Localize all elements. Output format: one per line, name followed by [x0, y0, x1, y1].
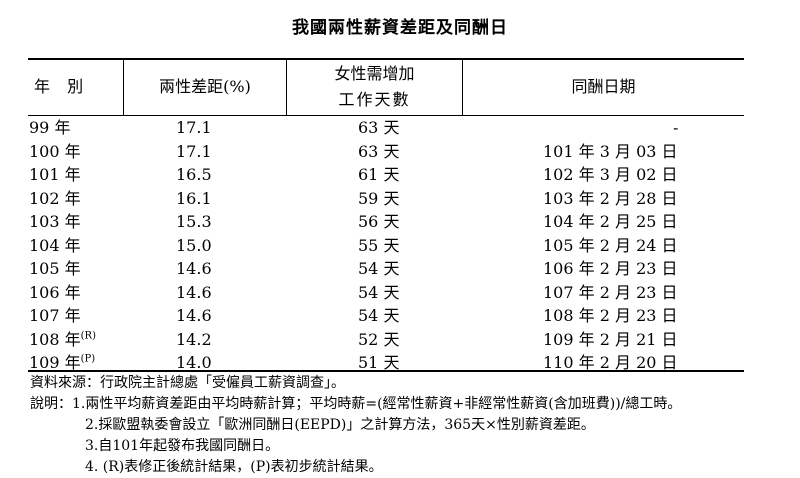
row-year-flag: (R): [80, 330, 96, 342]
row-date: -: [673, 118, 679, 137]
row-date: 105 年 2 月 24 日: [543, 235, 678, 255]
note-1: 說明：1.兩性平均薪資差距由平均時薪計算；平均時薪=(經常性薪資+非經常性薪資(…: [30, 396, 682, 412]
row-year-cell: 108 年(R): [29, 328, 96, 352]
table-row: 106 年 14.6 54 天 107 年 2 月 23 日: [28, 281, 744, 305]
row-year: 108 年: [29, 329, 81, 349]
table-row: 109 年(P) 14.0 51 天 110 年 2 月 20 日: [28, 351, 744, 375]
row-days: 63 天: [358, 118, 400, 137]
row-date: 110 年 2 月 20 日: [543, 353, 678, 372]
row-date: 104 年 2 月 25 日: [543, 212, 678, 231]
source-note: 資料來源：行政院主計總處「受僱員工薪資調查」。: [30, 375, 345, 391]
row-year-cell: 109 年(P): [29, 351, 95, 375]
header-days-line2: 工作天數: [338, 89, 411, 109]
row-days: 63 天: [358, 141, 400, 161]
table-row: 103 年 15.3 56 天 104 年 2 月 25 日: [28, 210, 744, 234]
row-year: 101 年: [29, 165, 81, 184]
row-year: 105 年: [29, 259, 81, 278]
row-days: 59 天: [358, 188, 400, 208]
table-row: 107 年 14.6 54 天 108 年 2 月 23 日: [28, 304, 744, 328]
row-gap: 16.5: [176, 165, 212, 184]
row-gap: 14.6: [176, 259, 212, 278]
row-days: 54 天: [358, 259, 400, 278]
table-row: 99 年 17.1 63 天 -: [28, 116, 744, 140]
row-year-flag: (P): [80, 353, 96, 365]
table-row: 100 年 17.1 63 天 101 年 3 月 03 日: [28, 140, 744, 164]
note-3: 3.自101年起發布我國同酬日。: [85, 438, 280, 454]
header-days: 女性需增加 工作天數: [287, 58, 462, 115]
row-days: 52 天: [358, 329, 400, 349]
footnotes: 資料來源：行政院主計總處「受僱員工薪資調查」。 說明：1.兩性平均薪資差距由平均…: [30, 373, 681, 478]
row-days: 54 天: [358, 306, 400, 325]
table-row: 101 年 16.5 61 天 102 年 3 月 02 日: [28, 163, 744, 187]
table-bottom-rule: [28, 370, 744, 372]
header-divider: [286, 58, 287, 115]
row-gap: 14.6: [176, 282, 212, 302]
row-date: 103 年 2 月 28 日: [543, 188, 678, 208]
row-date: 109 年 2 月 21 日: [543, 329, 678, 349]
row-days: 51 天: [358, 353, 400, 372]
row-year: 109 年: [29, 353, 81, 372]
row-days: 54 天: [358, 282, 400, 302]
header-divider: [123, 58, 124, 115]
table-row: 108 年(R) 14.2 52 天 109 年 2 月 21 日: [28, 328, 744, 352]
page-title: 我國兩性薪資差距及同酬日: [292, 18, 508, 38]
row-gap: 15.0: [176, 235, 212, 255]
row-days: 55 天: [358, 235, 400, 255]
header-rule: [28, 115, 744, 116]
row-gap: 14.2: [176, 329, 212, 349]
row-year: 102 年: [29, 188, 81, 208]
header-days-line1: 女性需增加: [334, 63, 415, 83]
table-row: 102 年 16.1 59 天 103 年 2 月 28 日: [28, 187, 744, 211]
row-date: 106 年 2 月 23 日: [543, 259, 678, 278]
row-date: 108 年 2 月 23 日: [543, 306, 678, 325]
header-date: 同酬日期: [571, 76, 636, 96]
row-gap: 16.1: [176, 188, 212, 208]
row-year: 103 年: [29, 212, 81, 231]
row-gap: 17.1: [176, 141, 212, 161]
table-row: 104 年 15.0 55 天 105 年 2 月 24 日: [28, 234, 744, 258]
header-year: 年 別: [34, 76, 90, 96]
row-gap: 14.6: [176, 306, 212, 325]
header-gap: 兩性差距(%): [159, 76, 251, 96]
header-divider: [462, 58, 463, 115]
row-gap: 14.0: [176, 353, 212, 372]
row-date: 107 年 2 月 23 日: [543, 282, 678, 302]
row-date: 101 年 3 月 03 日: [543, 141, 678, 161]
row-days: 56 天: [358, 212, 400, 231]
row-year: 106 年: [29, 282, 81, 302]
row-date: 102 年 3 月 02 日: [543, 165, 678, 184]
row-gap: 15.3: [176, 212, 212, 231]
row-year: 104 年: [29, 235, 81, 255]
table-top-rule: [28, 58, 744, 60]
row-year: 99 年: [29, 118, 71, 137]
row-days: 61 天: [358, 165, 400, 184]
note-4: 4. (R)表修正後統計結果，(P)表初步統計結果。: [85, 459, 383, 475]
note-2: 2.採歐盟執委會設立「歐洲同酬日(EEPD)」之計算方法，365天×性別薪資差距…: [85, 417, 595, 433]
table-row: 105 年 14.6 54 天 106 年 2 月 23 日: [28, 257, 744, 281]
row-year: 100 年: [29, 141, 81, 161]
row-year: 107 年: [29, 306, 81, 325]
row-gap: 17.1: [176, 118, 212, 137]
